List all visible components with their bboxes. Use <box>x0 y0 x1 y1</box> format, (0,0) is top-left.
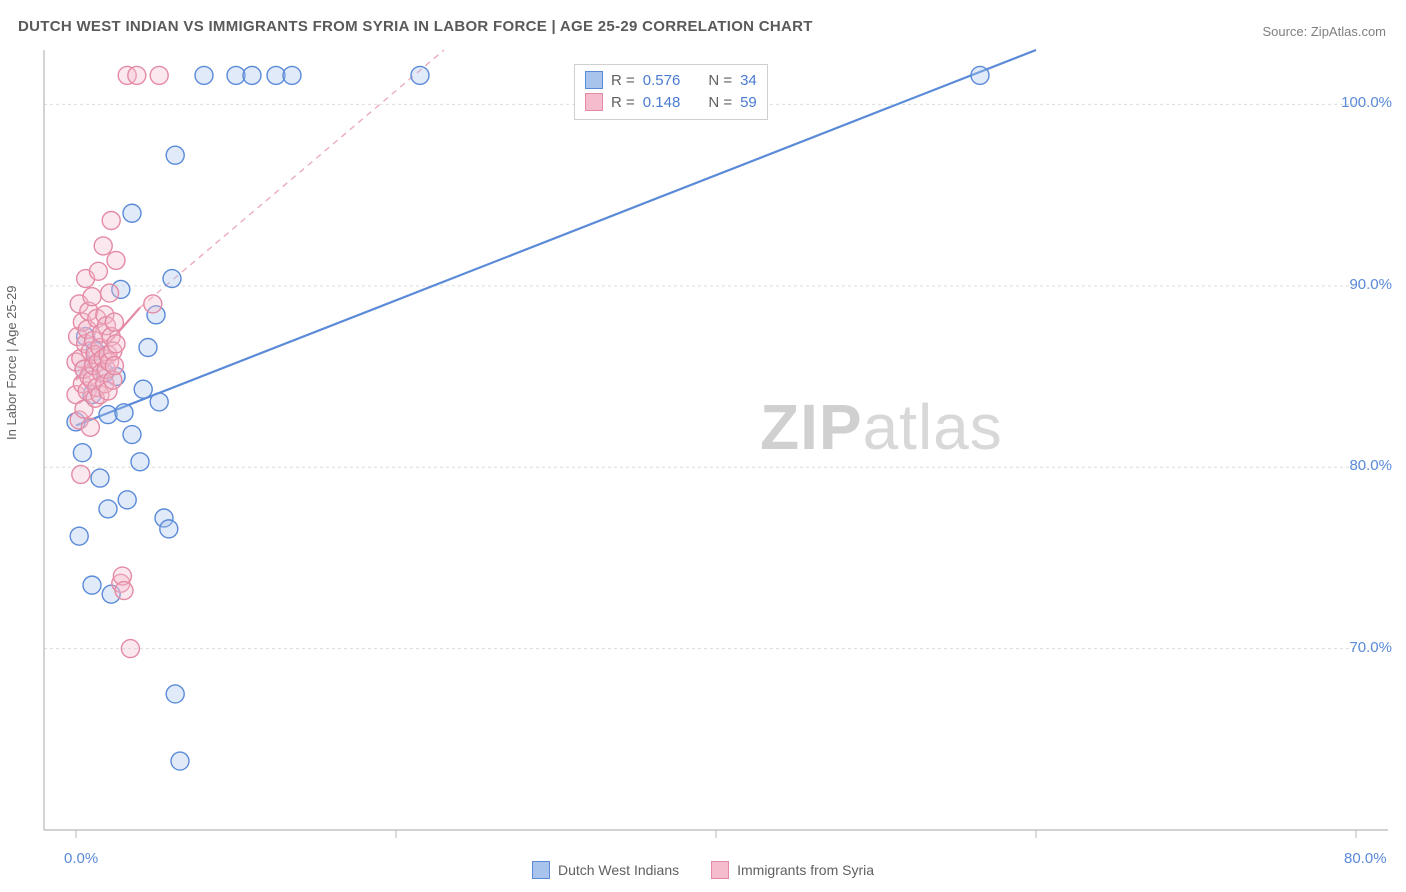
legend-swatch <box>711 861 729 879</box>
legend-swatch <box>532 861 550 879</box>
stats-swatch <box>585 71 603 89</box>
y-tick-label: 90.0% <box>1349 276 1392 293</box>
stats-row: R = 0.148 N = 59 <box>585 91 757 113</box>
legend: Dutch West Indians Immigrants from Syria <box>0 861 1406 882</box>
r-value: 0.576 <box>643 72 681 89</box>
legend-label: Dutch West Indians <box>558 862 679 878</box>
legend-label: Immigrants from Syria <box>737 862 874 878</box>
r-label: R = <box>611 72 635 89</box>
y-tick-label: 80.0% <box>1349 457 1392 474</box>
n-label: N = <box>708 94 732 111</box>
stats-swatch <box>585 93 603 111</box>
correlation-stats-box: R = 0.576 N = 34 R = 0.148 N = 59 <box>574 64 768 120</box>
scatter-chart <box>0 0 1406 892</box>
n-value: 34 <box>740 72 757 89</box>
y-tick-label: 100.0% <box>1341 94 1392 111</box>
stats-row: R = 0.576 N = 34 <box>585 69 757 91</box>
y-axis-label: In Labor Force | Age 25-29 <box>4 286 19 440</box>
r-label: R = <box>611 94 635 111</box>
y-tick-label: 70.0% <box>1349 639 1392 656</box>
n-value: 59 <box>740 94 757 111</box>
legend-item: Immigrants from Syria <box>711 861 874 879</box>
r-value: 0.148 <box>643 94 681 111</box>
n-label: N = <box>708 72 732 89</box>
chart-container: In Labor Force | Age 25-29 ZIPatlas 70.0… <box>0 0 1406 892</box>
legend-item: Dutch West Indians <box>532 861 679 879</box>
